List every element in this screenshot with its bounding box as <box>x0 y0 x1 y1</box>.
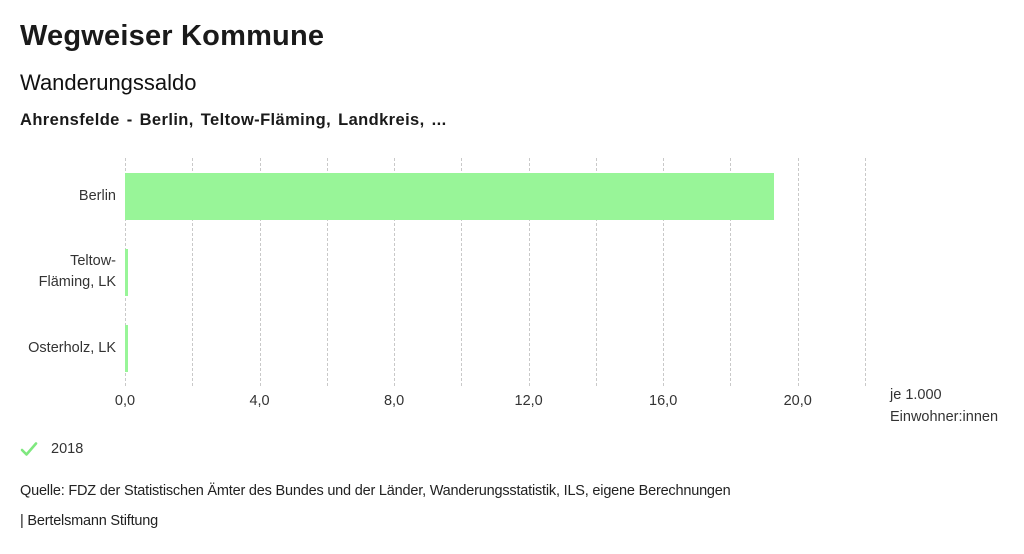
bar-osterholz-lk[interactable] <box>125 324 129 372</box>
x-tick-label: 8,0 <box>383 393 405 409</box>
bar-track <box>125 172 865 220</box>
gridline <box>528 158 530 386</box>
gridline <box>865 158 866 386</box>
gridline <box>461 158 463 386</box>
x-tick-label: 12,0 <box>514 393 543 409</box>
category-label: Osterholz, LK <box>28 339 116 356</box>
chart-title: Wanderungssaldo <box>20 70 197 95</box>
x-tick-label: 20,0 <box>783 393 812 409</box>
gridline <box>192 158 194 386</box>
gridline <box>394 158 396 386</box>
x-axis-unit-line1: je 1.000 <box>890 387 942 403</box>
x-axis-unit-label: je 1.000 Einwohner:innen <box>890 385 998 428</box>
legend: 2018 <box>20 441 83 457</box>
source-text: Quelle: FDZ der Statistischen Ämter des … <box>20 483 731 499</box>
gridline <box>663 158 665 386</box>
bar-track <box>125 248 865 296</box>
gridline <box>797 158 799 386</box>
gridlines-layer <box>125 158 866 386</box>
category-label: Berlin <box>78 187 116 204</box>
gridline <box>595 158 597 386</box>
gridline <box>259 158 261 386</box>
legend-year-label: 2018 <box>51 441 84 457</box>
wegweiser-kommune-report: Wegweiser Kommune Wanderungssaldo Ahrens… <box>0 0 1024 130</box>
check-icon <box>20 442 38 456</box>
bar-rows: Berlin Teltow-Fläming, LK Osterholz, LK <box>20 158 1004 386</box>
x-tick-label: 16,0 <box>649 393 678 409</box>
bar-berlin[interactable] <box>125 172 775 220</box>
attribution-text: | Bertelsmann Stiftung <box>20 513 158 529</box>
gridline <box>730 158 732 386</box>
gridline <box>326 158 328 386</box>
page-title: Wegweiser Kommune <box>20 20 325 52</box>
bar-row: Osterholz, LK <box>20 310 1004 386</box>
x-axis: 0,0 4,0 8,0 12,0 16,0 20,0 je 1.000 Einwohner… <box>115 385 1004 432</box>
plot-area: Berlin Teltow-Fläming, LK Osterholz, LK <box>20 158 1004 386</box>
x-axis-unit-line2: Einwohner:innen <box>890 408 999 425</box>
bar-track <box>125 324 865 372</box>
bar-row: Teltow-Fläming, LK <box>20 234 1004 310</box>
chart-context-subtitle: Ahrensfelde - Berlin, Teltow-Fläming, La… <box>20 111 447 129</box>
bar-chart: Berlin Teltow-Fläming, LK Osterholz, LK 0,… <box>20 158 1004 432</box>
bar-row: Berlin <box>20 158 1004 234</box>
x-tick-label: 0,0 <box>114 393 136 409</box>
x-tick-label: 4,0 <box>249 393 270 409</box>
bar-teltow-fl-ming-lk[interactable] <box>125 248 129 296</box>
category-label: Teltow-Fläming, LK <box>38 253 116 290</box>
